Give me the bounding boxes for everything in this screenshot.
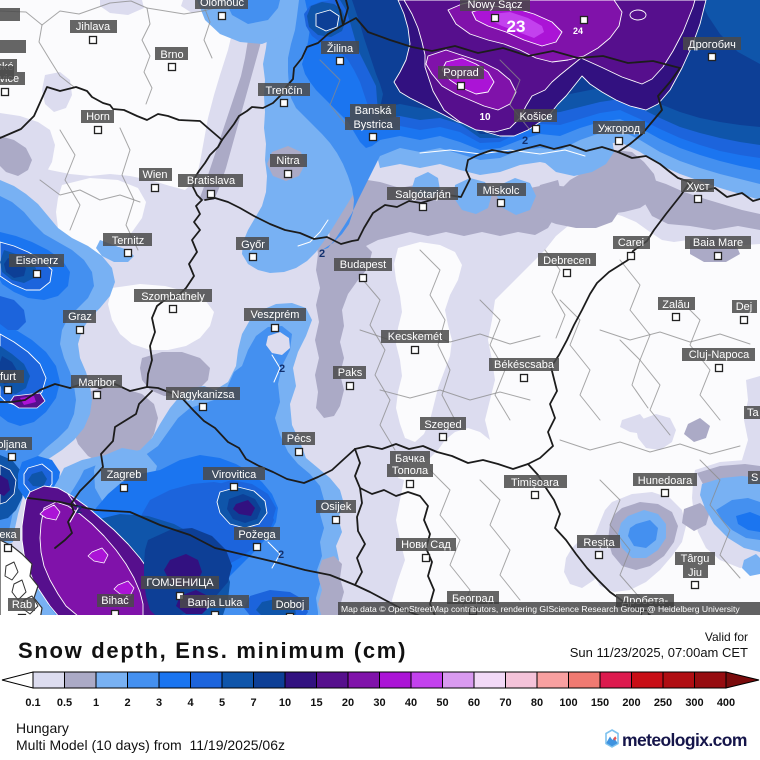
svg-text:Miskolc: Miskolc (483, 185, 520, 197)
svg-text:Salgótarján: Salgótarján (395, 189, 451, 201)
svg-text:Brno: Brno (160, 49, 183, 61)
svg-text:0.5: 0.5 (57, 697, 72, 709)
svg-text:Osijek: Osijek (321, 501, 352, 513)
svg-text:10: 10 (279, 697, 291, 709)
svg-text:Horn: Horn (86, 111, 110, 123)
svg-text:Nitra: Nitra (276, 155, 300, 167)
svg-text:20: 20 (342, 697, 354, 709)
svg-text:Carei: Carei (618, 237, 644, 249)
svg-text:Cluj-Napoca: Cluj-Napoca (689, 349, 750, 361)
svg-text:Топола: Топола (392, 465, 429, 477)
svg-text:50: 50 (436, 697, 448, 709)
svg-text:Дрогобич: Дрогобич (688, 39, 736, 51)
svg-text:Košice: Košice (519, 111, 552, 123)
svg-text:Ternitz: Ternitz (112, 235, 144, 247)
svg-text:Szombathely: Szombathely (141, 291, 205, 303)
svg-text:Szeged: Szeged (424, 419, 461, 431)
svg-text:Ужгород: Ужгород (598, 123, 641, 135)
svg-text:2: 2 (319, 248, 325, 260)
svg-text:2: 2 (76, 504, 82, 516)
svg-text:Ta: Ta (747, 407, 760, 419)
svg-text:Zalău: Zalău (662, 299, 690, 311)
svg-text:Banská: Banská (355, 105, 393, 117)
svg-text:2: 2 (279, 363, 285, 375)
svg-text:30: 30 (373, 697, 385, 709)
svg-text:ГОМЈЕНИЦА: ГОМЈЕНИЦА (146, 577, 214, 589)
svg-text:300: 300 (685, 697, 703, 709)
svg-text:Győr: Győr (241, 239, 265, 251)
svg-text:4: 4 (187, 697, 194, 709)
svg-text:Nowy Sącz: Nowy Sącz (467, 0, 522, 11)
svg-text:5: 5 (219, 697, 225, 709)
svg-text:100: 100 (559, 697, 577, 709)
svg-text:150: 150 (591, 697, 609, 709)
svg-text:23: 23 (507, 17, 526, 36)
svg-text:Békéscsaba: Békéscsaba (494, 359, 555, 371)
svg-text:Virovitica: Virovitica (212, 469, 257, 481)
svg-text:10: 10 (479, 112, 491, 123)
svg-text:Zagreb: Zagreb (107, 469, 142, 481)
svg-text:70: 70 (499, 697, 511, 709)
svg-text:200: 200 (622, 697, 640, 709)
svg-text:250: 250 (654, 697, 672, 709)
svg-text:Reșița: Reșița (583, 537, 615, 549)
svg-text:2: 2 (278, 549, 284, 561)
svg-text:Graz: Graz (68, 311, 92, 323)
svg-text:Žilina: Žilina (327, 42, 354, 55)
svg-text:Jiu: Jiu (688, 567, 702, 579)
svg-text:Bihać: Bihać (101, 595, 129, 607)
svg-text:80: 80 (531, 697, 543, 709)
svg-text:ека: ека (0, 529, 18, 541)
svg-text:Maribor: Maribor (78, 377, 116, 389)
svg-text:Poprad: Poprad (443, 67, 478, 79)
svg-text:0.1: 0.1 (25, 697, 40, 709)
svg-text:furt: furt (0, 371, 16, 383)
svg-text:Map data © OpenStreetMap contr: Map data © OpenStreetMap contributors, r… (341, 604, 740, 614)
svg-text:3: 3 (156, 697, 162, 709)
svg-text:15: 15 (310, 697, 322, 709)
svg-text:Hunedoara: Hunedoara (638, 475, 693, 487)
svg-text:2: 2 (522, 135, 528, 147)
svg-text:Baia Mare: Baia Mare (693, 237, 743, 249)
svg-text:Banja Luka: Banja Luka (187, 597, 243, 609)
svg-text:Хуст: Хуст (686, 181, 709, 193)
svg-text:Târgu: Târgu (681, 553, 710, 565)
svg-text:meteologix.com: meteologix.com (622, 730, 747, 750)
svg-text:Бачка: Бачка (395, 453, 426, 465)
svg-text:Bystrica: Bystrica (353, 119, 393, 131)
svg-text:7: 7 (250, 697, 256, 709)
svg-text:2: 2 (124, 697, 130, 709)
svg-text:Rab: Rab (12, 599, 32, 611)
svg-text:Pécs: Pécs (287, 433, 312, 445)
svg-text:Veszprém: Veszprém (251, 309, 300, 321)
svg-text:Eisenerz: Eisenerz (16, 255, 59, 267)
svg-text:Jihlava: Jihlava (76, 21, 111, 33)
svg-text:40: 40 (405, 697, 417, 709)
svg-text:Trenčín: Trenčín (266, 85, 303, 97)
svg-text:Doboj: Doboj (276, 599, 305, 611)
svg-text:Нови Сад: Нови Сад (401, 539, 451, 551)
svg-text:Timișoara: Timișoara (511, 477, 560, 489)
svg-text:Wien: Wien (142, 169, 167, 181)
svg-text:Bratislava: Bratislava (187, 175, 236, 187)
svg-text:Kecskemét: Kecskemét (388, 331, 442, 343)
svg-text:Požega: Požega (238, 529, 276, 541)
svg-text:Dej: Dej (736, 301, 753, 313)
svg-text:Nagykanizsa: Nagykanizsa (172, 389, 236, 401)
svg-text:400: 400 (717, 697, 735, 709)
svg-text:oljana: oljana (0, 439, 28, 451)
svg-text:24: 24 (573, 26, 583, 36)
svg-text:Olomouc: Olomouc (200, 0, 245, 9)
svg-text:S: S (751, 472, 758, 484)
svg-text:60: 60 (468, 697, 480, 709)
svg-text:1: 1 (93, 697, 99, 709)
svg-text:Budapest: Budapest (340, 259, 386, 271)
svg-text:Paks: Paks (338, 367, 363, 379)
svg-text:Debrecen: Debrecen (543, 255, 591, 267)
